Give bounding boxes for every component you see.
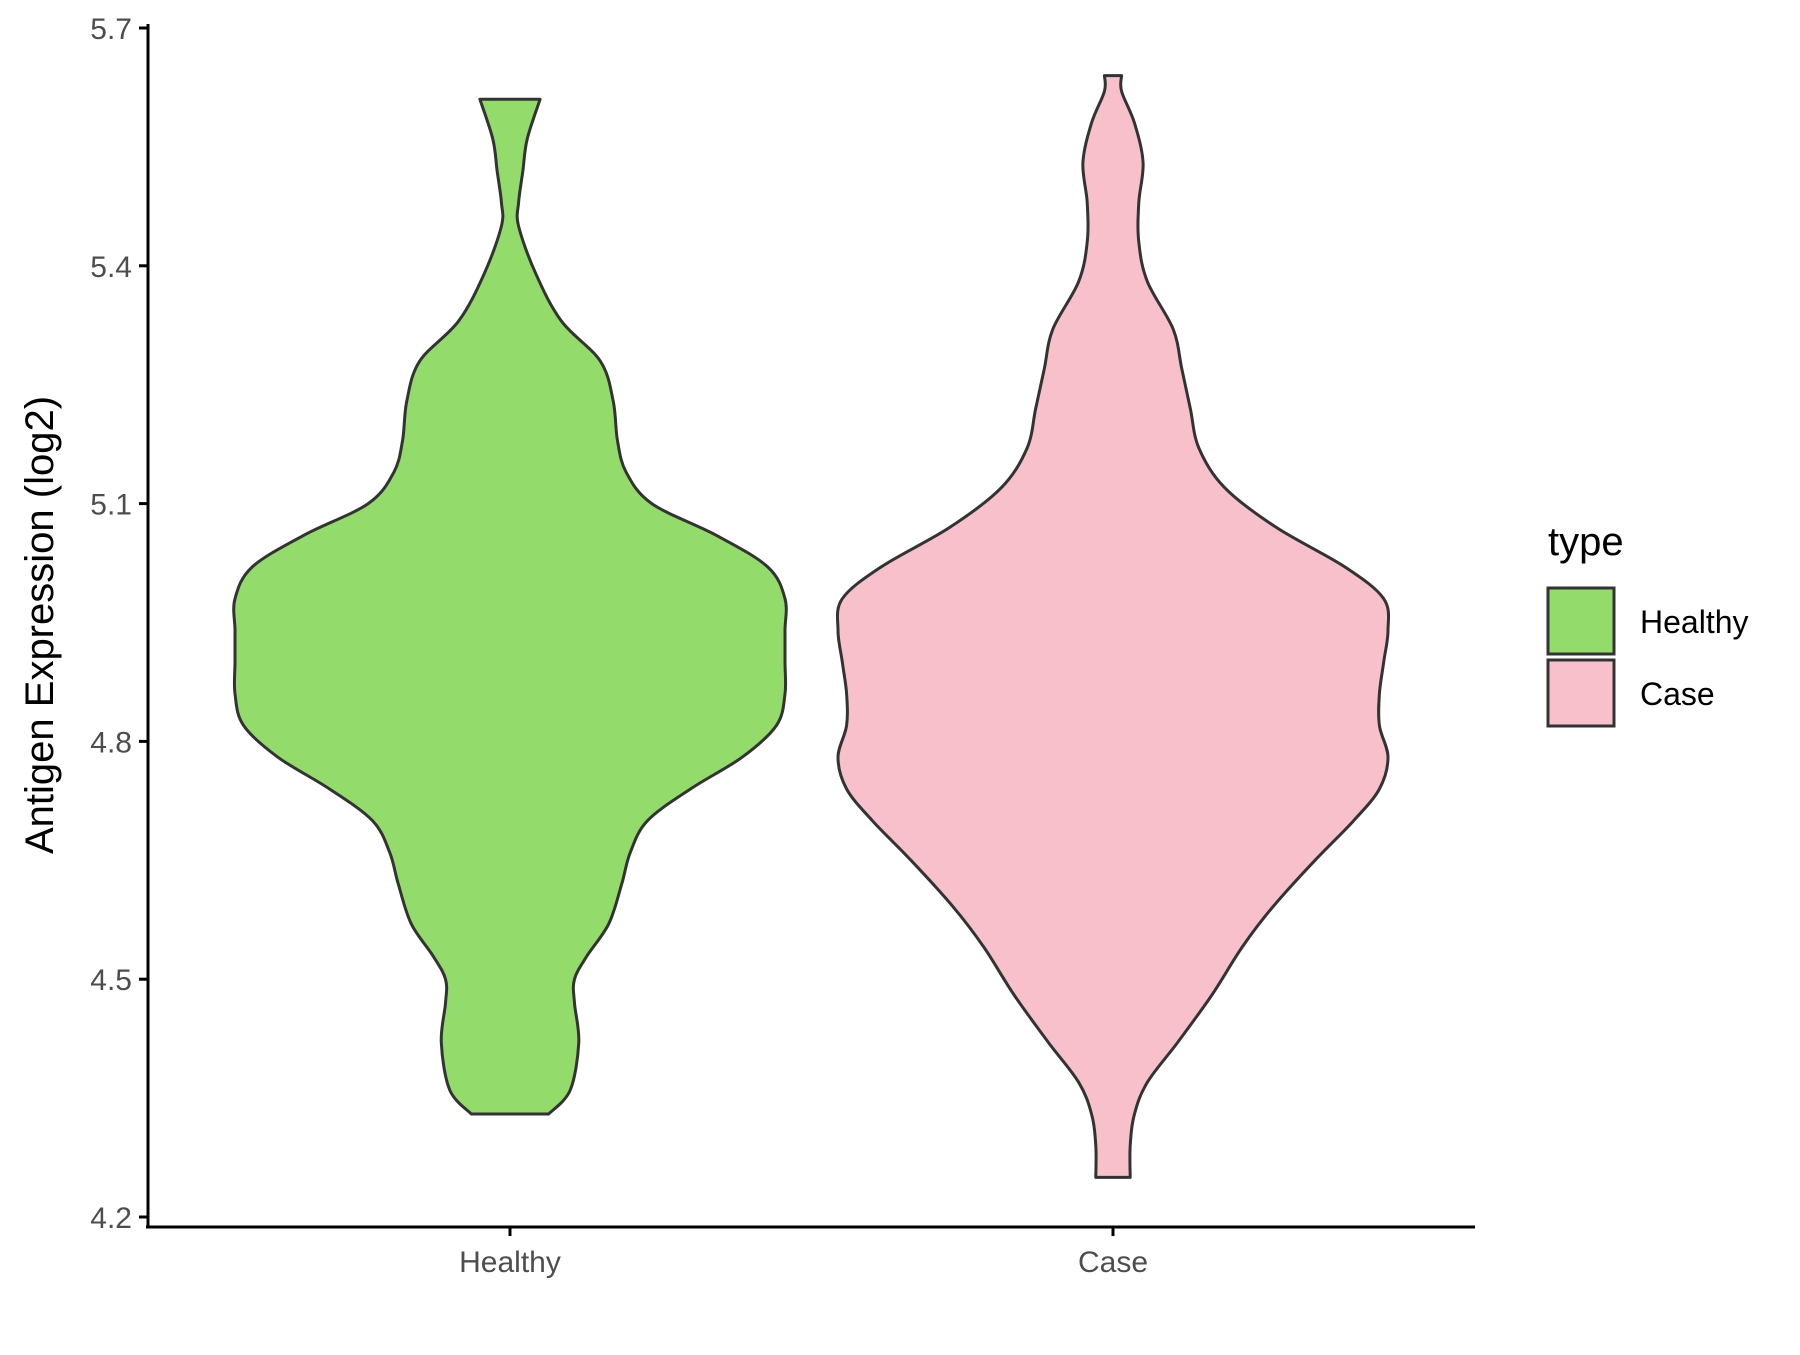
violin-healthy	[232, 97, 788, 1116]
y-tick-label: 5.1	[90, 489, 132, 522]
legend-title: type	[1548, 520, 1624, 564]
y-axis-title: Antigen Expression (log2)	[18, 396, 62, 854]
y-tick-label: 5.4	[90, 251, 132, 284]
violin-case	[835, 74, 1391, 1179]
y-tick-label: 4.5	[90, 964, 132, 997]
legend-swatch	[1546, 586, 1616, 656]
y-tick-label: 4.8	[90, 726, 132, 759]
legend-entries: Healthy Case	[1546, 586, 1749, 728]
x-tick-label: Healthy	[459, 1246, 561, 1279]
legend: type Healthy Case	[1546, 520, 1749, 728]
y-tick-label: 4.2	[90, 1202, 132, 1235]
y-tick-label: 5.7	[90, 13, 132, 46]
axes-layer: 4.2 4.5 4.8 5.1 5.4 5.7 Healthy Case	[90, 13, 1475, 1279]
x-tick-label: Case	[1078, 1246, 1148, 1279]
legend-swatch	[1546, 658, 1616, 728]
legend-label: Healthy	[1640, 604, 1749, 640]
violins-layer	[232, 74, 1391, 1179]
legend-label: Case	[1640, 676, 1715, 712]
